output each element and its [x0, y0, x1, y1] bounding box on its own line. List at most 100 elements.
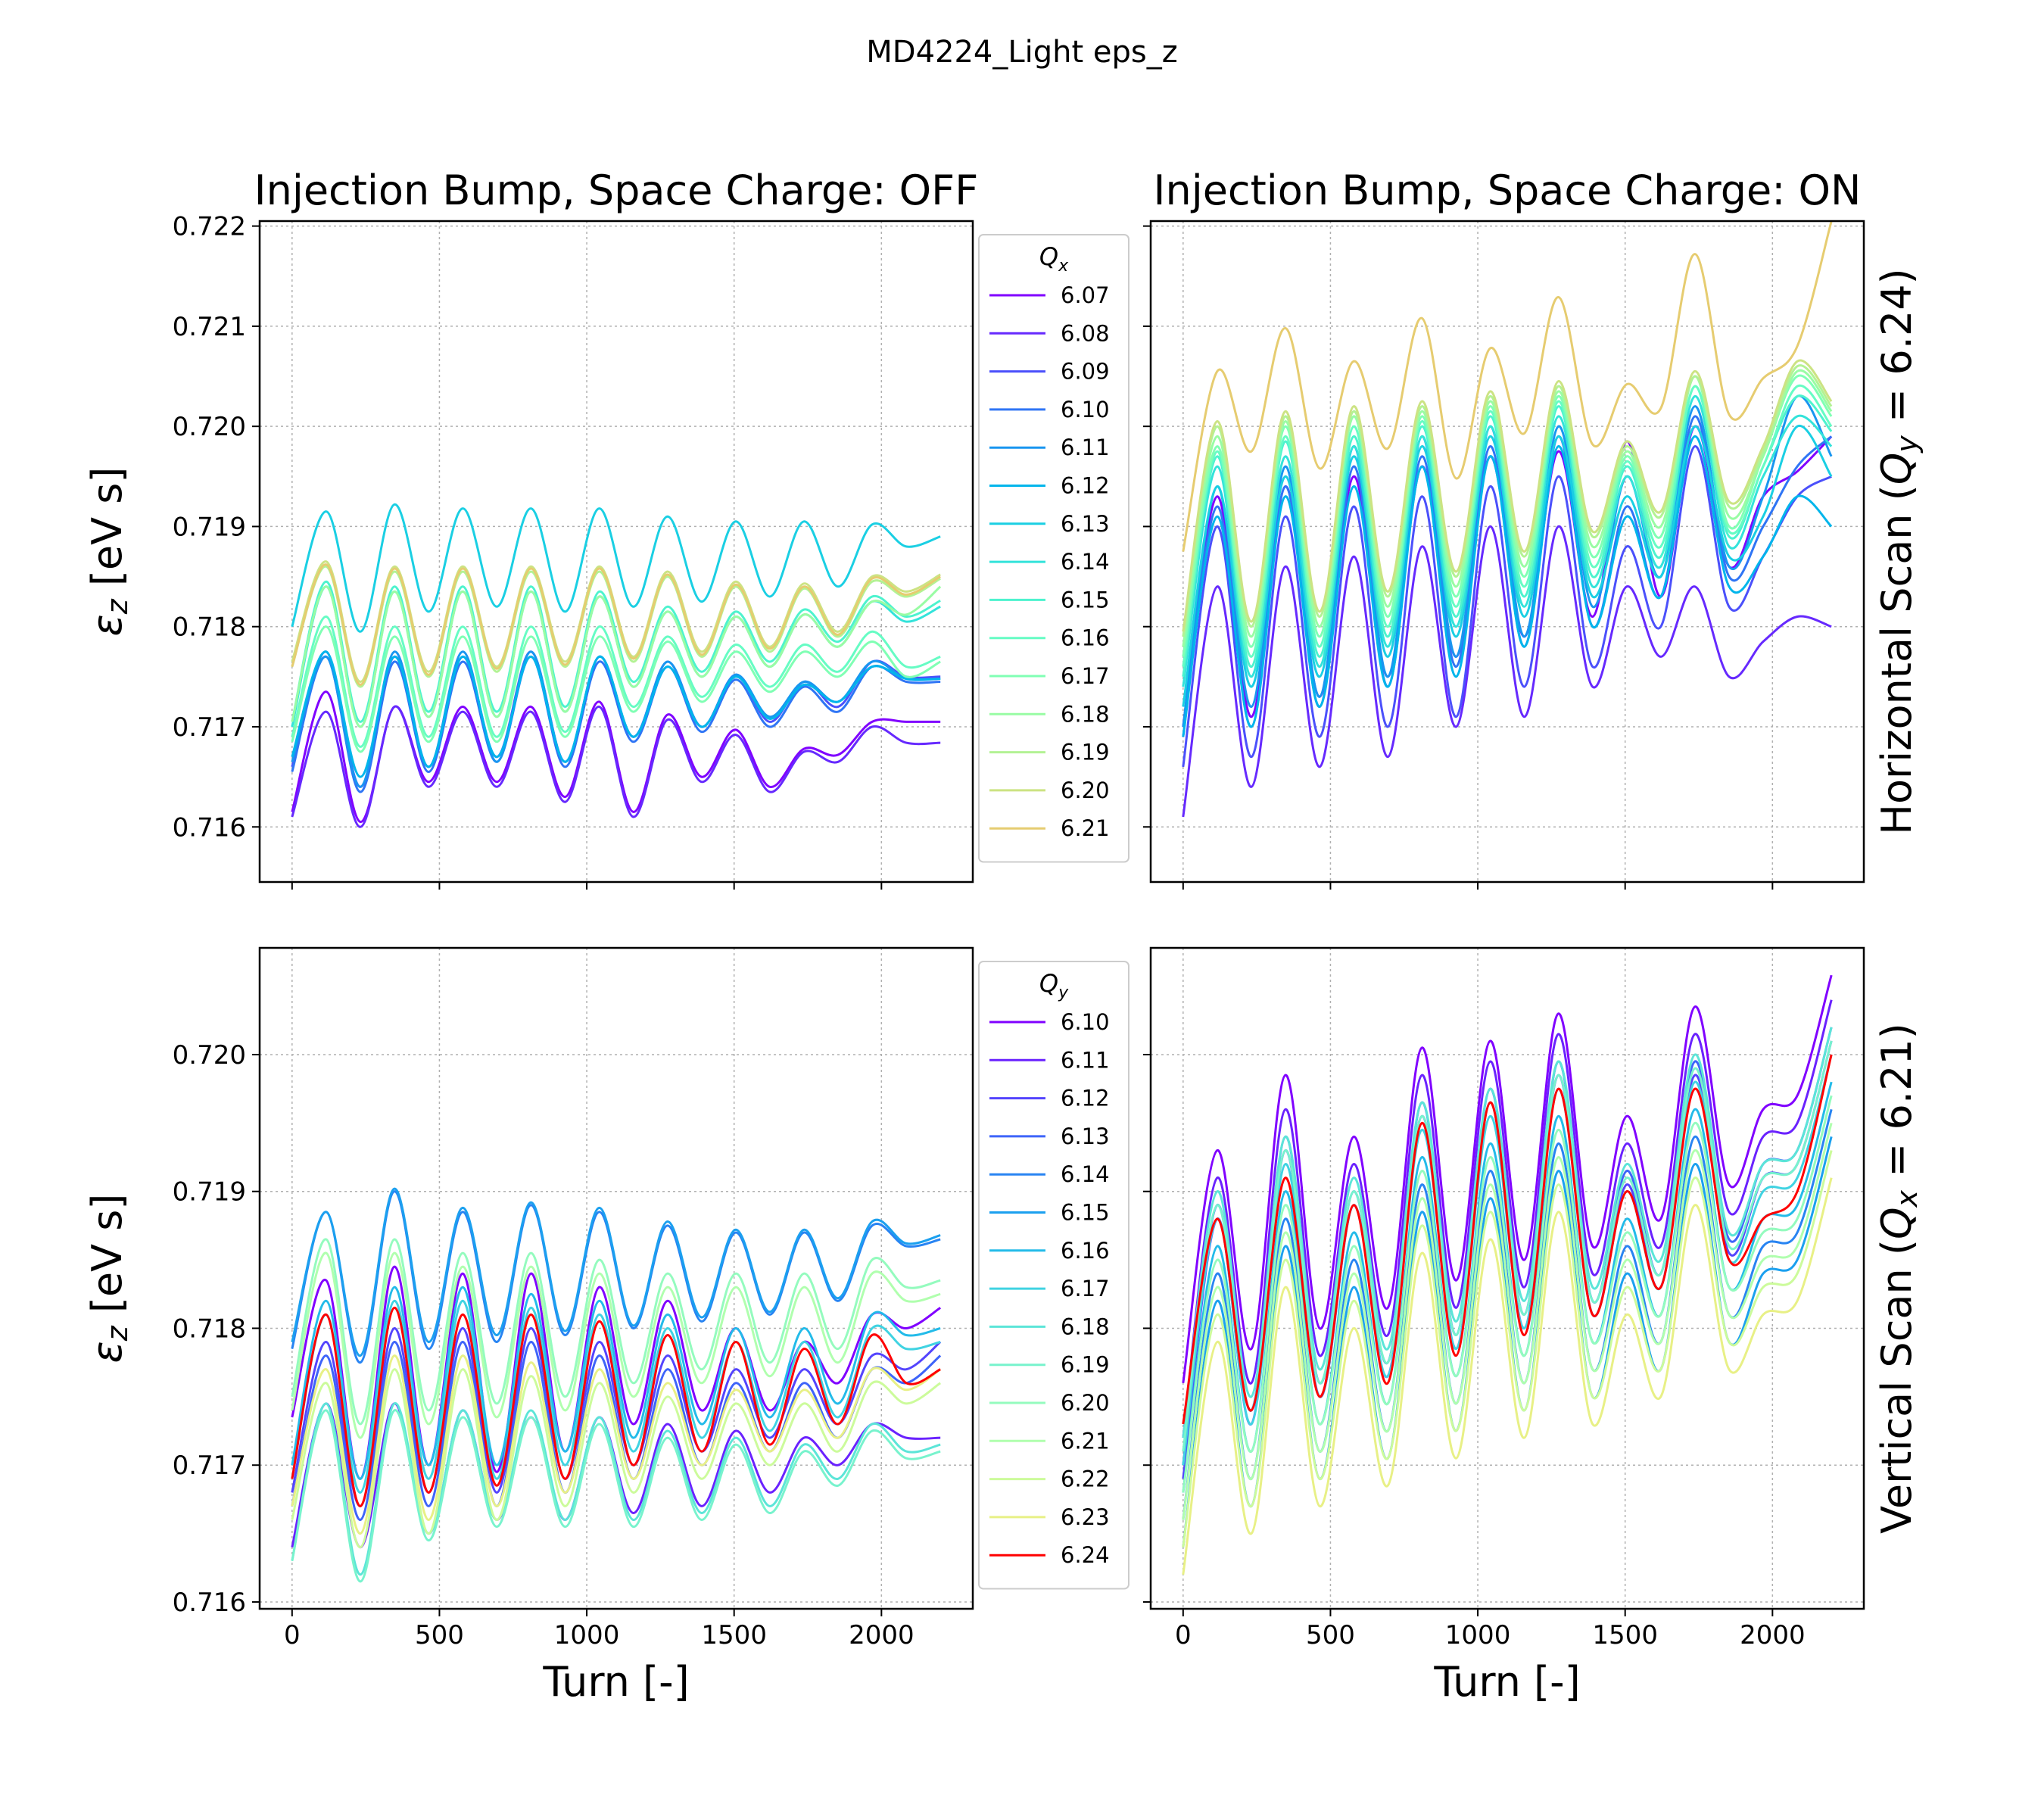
legend-entry: 6.12	[1061, 1086, 1110, 1111]
chart-bottom-right: 0 500 1000 1500 2000 Turn [-] Vertical Scan (Q…	[1143, 946, 1924, 1706]
axes-frame	[258, 220, 974, 884]
series-line	[1182, 435, 1833, 737]
axes-frame	[258, 946, 974, 1610]
x-tick-label: 0	[284, 1620, 301, 1650]
series-line	[1182, 1027, 1833, 1438]
x-tick-label: 2000	[849, 1620, 915, 1650]
axes-frame	[1149, 946, 1865, 1610]
x-axis-label: Turn [-]	[542, 1658, 689, 1706]
series-line	[291, 655, 941, 793]
legend-entry: 6.20	[1061, 1390, 1110, 1416]
series-line	[1182, 525, 1832, 818]
legend-box	[978, 961, 1129, 1590]
legend-entry: 6.19	[1061, 1352, 1110, 1378]
series-line	[291, 650, 941, 778]
legend-entry: 6.13	[1061, 1124, 1110, 1149]
series-line	[1182, 1054, 1833, 1425]
legend: Qy 6.10 6.11 6.12 6.13 6.14 6.15 6.16 6.17 6.18 6.…	[978, 961, 1129, 1590]
y-tick-label: 0.721	[173, 312, 246, 342]
legend-entry: 6.12	[1061, 473, 1110, 499]
series-line	[291, 503, 941, 633]
chart-title: Injection Bump, Space Charge: ON	[1154, 167, 1862, 214]
series-line	[291, 1354, 942, 1535]
legend-entry: 6.10	[1061, 397, 1110, 422]
series-line	[291, 705, 941, 828]
series-line	[291, 563, 941, 686]
series-line	[291, 1409, 941, 1583]
series-line	[1182, 425, 1833, 707]
x-tick-label: 1500	[701, 1620, 767, 1650]
y-tick-label: 0.716	[173, 1588, 246, 1618]
y-tick-label: 0.716	[173, 812, 246, 843]
row-label: Vertical Scan (Qx = 6.21)	[1873, 1023, 1924, 1534]
legend-entry: 6.10	[1061, 1009, 1110, 1035]
y-tick-label: 0.720	[173, 412, 246, 442]
legend-entry: 6.17	[1061, 1276, 1110, 1301]
y-tick-label: 0.719	[173, 1177, 246, 1208]
legend: Qx 6.07 6.08 6.09 6.10 6.11 6.12 6.13 6.14 6.15 6.…	[978, 234, 1129, 863]
y-axis-label: εz [eV s]	[83, 467, 134, 637]
chart-top-right: Injection Bump, Space Charge: ON Horizont…	[1143, 167, 1924, 890]
legend-entry: 6.23	[1061, 1504, 1110, 1530]
legend-entry: 6.18	[1061, 701, 1110, 727]
series-line	[1182, 1136, 1833, 1547]
legend-entry: 6.15	[1061, 587, 1110, 612]
legend-entry: 6.11	[1061, 435, 1110, 460]
series-line	[291, 1286, 941, 1480]
y-tick-label: 0.720	[173, 1040, 246, 1071]
legend-entry: 6.11	[1061, 1047, 1110, 1073]
series-line	[1182, 1177, 1833, 1575]
series-line	[1182, 1081, 1833, 1493]
series-line	[291, 1368, 942, 1549]
x-tick-label: 1000	[554, 1620, 620, 1650]
x-tick-label: 2000	[1740, 1620, 1806, 1650]
y-tick-label: 0.717	[173, 1451, 246, 1481]
legend-entry: 6.15	[1061, 1200, 1110, 1226]
series-line	[1182, 359, 1833, 632]
y-tick-label: 0.718	[173, 1314, 246, 1344]
series-line	[1182, 974, 1833, 1384]
x-tick-label: 0	[1175, 1620, 1192, 1650]
legend-entry: 6.21	[1061, 815, 1110, 841]
legend-entry: 6.16	[1061, 625, 1110, 651]
legend-entry: 6.19	[1061, 740, 1110, 765]
chart-title: Injection Bump, Space Charge: OFF	[254, 167, 979, 214]
y-tick-label: 0.719	[173, 512, 246, 542]
series-line	[1182, 1095, 1833, 1493]
series-line	[291, 616, 941, 748]
x-tick-label: 1000	[1445, 1620, 1511, 1650]
y-tick-label: 0.717	[173, 712, 246, 743]
legend-title: Qx	[1039, 242, 1069, 276]
series-line	[291, 1306, 941, 1507]
x-axis-label: Turn [-]	[1433, 1658, 1580, 1706]
figure-suptitle: MD4224_Light eps_z	[866, 35, 1177, 70]
legend-entry: 6.14	[1061, 1161, 1110, 1187]
legend-box	[978, 234, 1129, 863]
legend-entry: 6.14	[1061, 549, 1110, 575]
legend-entry: 6.16	[1061, 1238, 1110, 1264]
series-line	[291, 1238, 941, 1426]
legend-entry: 6.08	[1061, 320, 1110, 346]
x-tick-label: 500	[415, 1620, 464, 1650]
series-line	[291, 625, 941, 753]
y-tick-label: 0.718	[173, 612, 246, 643]
y-axis-label: εz [eV s]	[83, 1194, 134, 1364]
x-tick-label: 1500	[1592, 1620, 1658, 1650]
y-tick-label: 0.722	[173, 212, 246, 242]
legend-entry: 6.09	[1061, 359, 1110, 385]
legend-title: Qy	[1039, 969, 1069, 1002]
legend-entry: 6.22	[1061, 1466, 1110, 1492]
chart-top-left: 0.716 0.717 0.718 0.719 0.720 0.721 0.722 Injec…	[83, 167, 1129, 890]
series-line	[1182, 1150, 1833, 1547]
chart-bottom-left: 0 500 1000 1500 2000 0.716 0.717 0.718 0.719 0.72…	[83, 946, 1129, 1706]
series-line	[1182, 394, 1833, 687]
row-label: Horizontal Scan (Qy = 6.24)	[1873, 268, 1924, 834]
series-line	[1182, 1108, 1833, 1520]
series-line	[1182, 999, 1833, 1438]
series-line	[1182, 445, 1832, 768]
x-tick-label: 500	[1306, 1620, 1355, 1650]
series-line	[1182, 221, 1833, 552]
series-line	[291, 1402, 941, 1576]
legend-entry: 6.20	[1061, 778, 1110, 803]
